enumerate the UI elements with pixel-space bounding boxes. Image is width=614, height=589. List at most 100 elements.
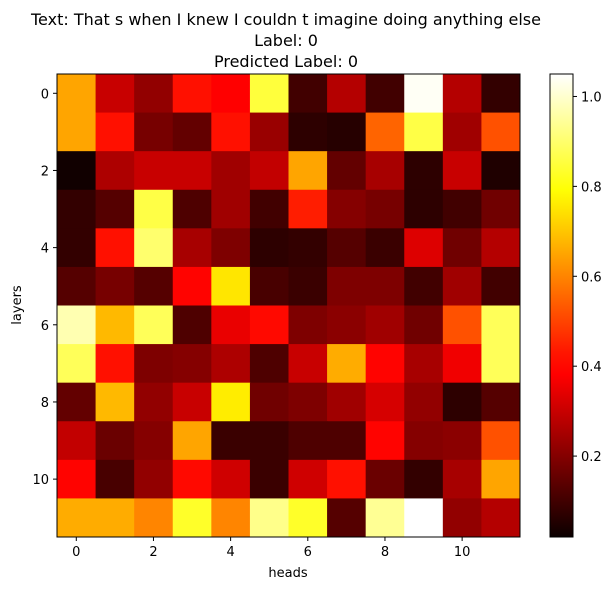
colorbar-tick-label: 0.4 [581,360,602,375]
heatmap-cell [57,498,97,538]
heatmap-cell [327,228,367,268]
heatmap-cell [211,228,251,268]
heatmap-cell [481,421,521,461]
heatmap-cell [365,498,405,538]
heatmap-cell [365,266,405,306]
heatmap-cell [327,459,367,499]
heatmap-cell [95,459,135,499]
heatmap-cell [172,112,212,152]
heatmap-cell [172,151,212,191]
heatmap-cell [404,112,444,152]
x-tick-label: 4 [226,545,234,560]
heatmap-cell [249,305,289,345]
y-tick-label: 2 [41,164,49,179]
heatmap-cell [481,228,521,268]
heatmap-cell [57,344,97,384]
y-tick-label: 10 [32,473,49,488]
heatmap-cell [404,305,444,345]
heatmap-cell [249,382,289,422]
heatmap-cell [172,189,212,229]
heatmap-cell [211,189,251,229]
heatmap-cell [327,382,367,422]
heatmap-cell [172,305,212,345]
heatmap-cell [442,266,482,306]
title-line-text: Text: That s when I knew I couldn t imag… [30,10,541,29]
heatmap-cell [288,74,328,114]
y-axis-ticks: 0 2 4 6 8 10 [32,87,57,488]
heatmap-cell [288,266,328,306]
x-tick-label: 0 [72,545,80,560]
heatmap-cell [57,305,97,345]
heatmap-cell [211,459,251,499]
heatmap-cell [211,266,251,306]
x-tick-label: 8 [381,545,389,560]
heatmap-cell [134,498,174,538]
heatmap-cell [404,459,444,499]
colorbar-tick-label: 0.8 [581,180,602,195]
heatmap-cell [442,228,482,268]
heatmap-cell [404,228,444,268]
colorbar-tick-label: 0.2 [581,450,602,465]
heatmap-cell [365,151,405,191]
heatmap-cell [249,266,289,306]
heatmap-cell [365,421,405,461]
heatmap-cell [481,112,521,152]
heatmap-cell [57,459,97,499]
heatmap-cell [249,228,289,268]
heatmap-cell [288,189,328,229]
colorbar-gradient [550,74,573,537]
x-tick-label: 2 [149,545,157,560]
heatmap-cell [249,189,289,229]
title-line-predicted: Predicted Label: 0 [214,52,358,71]
heatmap-cell [404,421,444,461]
heatmap-cell [288,382,328,422]
heatmap-cell [95,151,135,191]
heatmap-cell [365,459,405,499]
heatmap-cell [327,344,367,384]
heatmap-cell [404,266,444,306]
heatmap-cell [288,344,328,384]
heatmap-cell [327,266,367,306]
colorbar: 0.2 0.4 0.6 0.8 1.0 [549,73,602,538]
x-axis-ticks: 0 2 4 6 8 10 [72,537,470,560]
heatmap-cell [404,189,444,229]
heatmap-cell [442,344,482,384]
heatmap-cell [211,344,251,384]
heatmap-cell [134,151,174,191]
heatmap-cell [57,112,97,152]
heatmap-cell [288,151,328,191]
heatmap-cell [442,459,482,499]
heatmap-cell [134,382,174,422]
heatmap-cell [134,305,174,345]
heatmap-cell [57,382,97,422]
heatmap-cell [172,228,212,268]
heatmap-cell [95,112,135,152]
heatmap-cell [404,344,444,384]
heatmap-cell [481,382,521,422]
heatmap-cell [95,421,135,461]
heatmap-cell [481,459,521,499]
heatmap-cell [481,344,521,384]
heatmap-cell [404,498,444,538]
heatmap-cell [249,498,289,538]
y-tick-label: 8 [41,396,49,411]
heatmap-cell [327,74,367,114]
heatmap-cell [57,189,97,229]
heatmap-cell [442,189,482,229]
heatmap-cell [442,151,482,191]
heatmap-cell [134,228,174,268]
heatmap-cell [95,74,135,114]
heatmap-cell [57,228,97,268]
heatmap-cell [211,151,251,191]
heatmap-cell [134,189,174,229]
heatmap-cell [172,421,212,461]
heatmap-cell [365,112,405,152]
heatmap-cell [172,382,212,422]
heatmap-cell [327,112,367,152]
y-axis-label: layers [10,285,25,325]
x-tick-label: 10 [454,545,471,560]
heatmap-cell [134,74,174,114]
heatmap-cell [442,112,482,152]
heatmap-cell [288,421,328,461]
